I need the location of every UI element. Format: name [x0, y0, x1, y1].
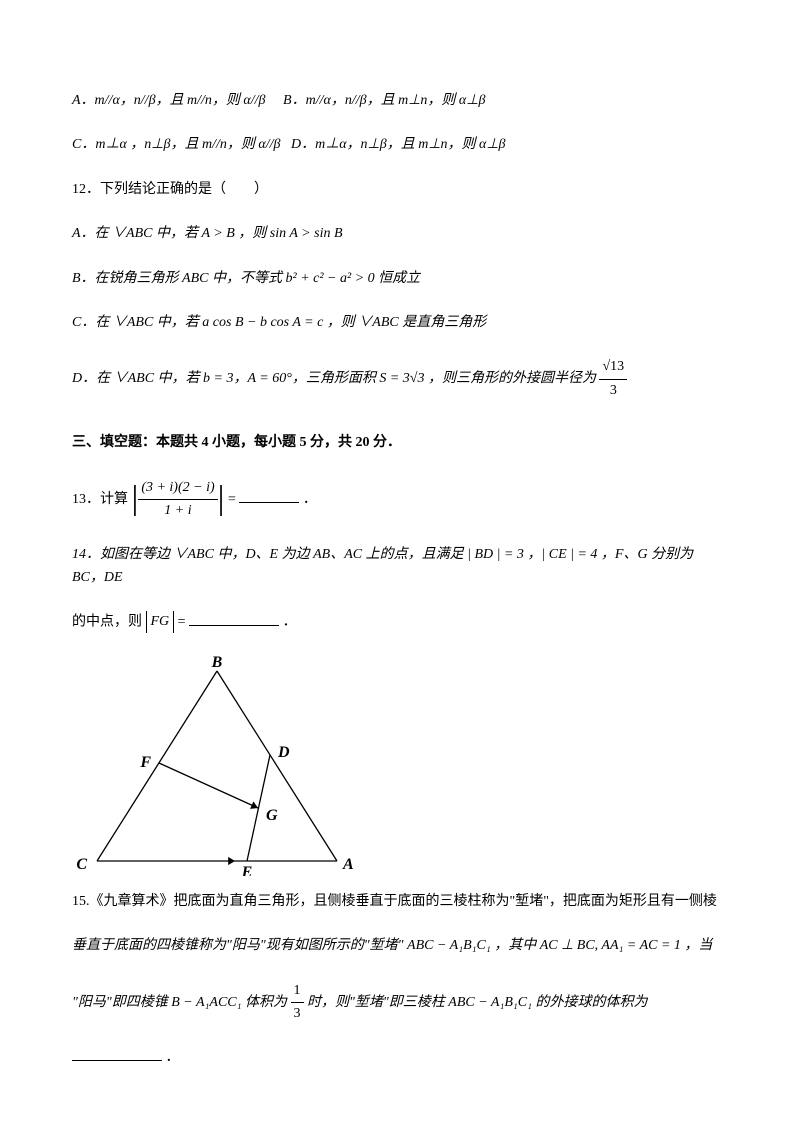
- q14-line1: 14．如图在等边 ∨ABC 中，D、E 为边 AB、AC 上的点，且满足 | B…: [72, 544, 722, 589]
- q11-options-row1: A．m//α，n//β，且 m//n，则 α//β B．m//α，n//β，且 …: [72, 90, 722, 112]
- q14-fg: FG: [146, 611, 175, 633]
- q13-post: =: [228, 492, 239, 507]
- q12-optD-text: D．在 ∨ABC 中，若 b = 3，A = 60°，三角形面积 S = 3√3…: [72, 371, 599, 386]
- q12-stem: 12．下列结论正确的是（ ）: [72, 179, 722, 201]
- q15-blank: [72, 1047, 162, 1061]
- q15-num: 1: [291, 980, 304, 1003]
- abs-bar-right: |: [218, 482, 225, 516]
- q12-optD: D．在 ∨ABC 中，若 b = 3，A = 60°，三角形面积 S = 3√3…: [72, 356, 722, 402]
- q15-frac: 1 3: [291, 980, 304, 1026]
- q12-optC: C．在 ∨ABC 中，若 a cos B − b cos A = c ，则 ∨A…: [72, 312, 722, 334]
- q14-post: =: [178, 615, 189, 630]
- q14-blank: [189, 612, 279, 626]
- q13-frac: (3 + i)(2 − i) 1 + i: [138, 477, 217, 523]
- q11-optC: C．m⊥α ，n⊥β，且 m//n，则 α//β: [72, 137, 280, 152]
- q13-num: (3 + i)(2 − i): [138, 477, 217, 500]
- q11-options-row2: C．m⊥α ，n⊥β，且 m//n，则 α//β D．m⊥α，n⊥β，且 m⊥n…: [72, 134, 722, 156]
- q13: 13．计算 | (3 + i)(2 − i) 1 + i | = ．: [72, 477, 722, 523]
- q14-line2: 的中点，则 FG = ．: [72, 611, 722, 634]
- svg-text:D: D: [277, 744, 290, 761]
- q13-pre: 13．计算: [72, 492, 132, 507]
- frac-den: 3: [599, 380, 627, 402]
- q13-blank: [239, 489, 299, 503]
- q13-abs: | (3 + i)(2 − i) 1 + i |: [132, 477, 225, 523]
- svg-text:F: F: [139, 754, 151, 771]
- q15-line4: ．: [72, 1047, 722, 1069]
- svg-text:C: C: [76, 856, 87, 873]
- q15-line3: "阳马"即四棱锥 B − A₁ACC₁ 体积为 1 3 时，则"堑堵"即三棱柱 …: [72, 980, 722, 1026]
- q14-pre: 的中点，则: [72, 615, 146, 630]
- q11-optB: B．m//α，n//β，且 m⊥n，则 α⊥β: [283, 93, 485, 108]
- section3-header: 三、填空题：本题共 4 小题，每小题 5 分，共 20 分．: [72, 432, 722, 454]
- svg-text:E: E: [241, 864, 253, 876]
- q13-den: 1 + i: [138, 500, 217, 522]
- svg-text:B: B: [211, 656, 223, 671]
- q15-line1: 15.《九章算术》把底面为直角三角形，且侧棱垂直于底面的三棱柱称为"堑堵"，把底…: [72, 891, 722, 913]
- q12-optA: A．在 ∨ABC 中，若 A > B ，则 sin A > sin B: [72, 223, 722, 245]
- svg-text:A: A: [342, 856, 354, 873]
- frac-num: √13: [599, 356, 627, 379]
- q11-optA: A．m//α，n//β，且 m//n，则 α//β: [72, 93, 266, 108]
- q15-den: 3: [291, 1003, 304, 1025]
- q12-optB: B．在锐角三角形 ABC 中，不等式 b² + c² − a² > 0 恒成立: [72, 268, 722, 290]
- svg-text:G: G: [266, 807, 278, 824]
- q12-optD-frac: √13 3: [599, 356, 627, 402]
- q15-l3-pre: "阳马"即四棱锥 B − A₁ACC₁ 体积为: [72, 995, 291, 1010]
- abs-bar-left: |: [132, 482, 139, 516]
- q15-l3-post: 时，则"堑堵"即三棱柱 ABC − A₁B₁C₁ 的外接球的体积为: [307, 995, 647, 1010]
- q11-optD: D．m⊥α，n⊥β，且 m⊥n，则 α⊥β: [291, 137, 506, 152]
- q15-line2: 垂直于底面的四棱锥称为"阳马"现有如图所示的"堑堵" ABC − A₁B₁C₁ …: [72, 935, 722, 957]
- triangle-diagram: B C A F D E G: [72, 656, 362, 876]
